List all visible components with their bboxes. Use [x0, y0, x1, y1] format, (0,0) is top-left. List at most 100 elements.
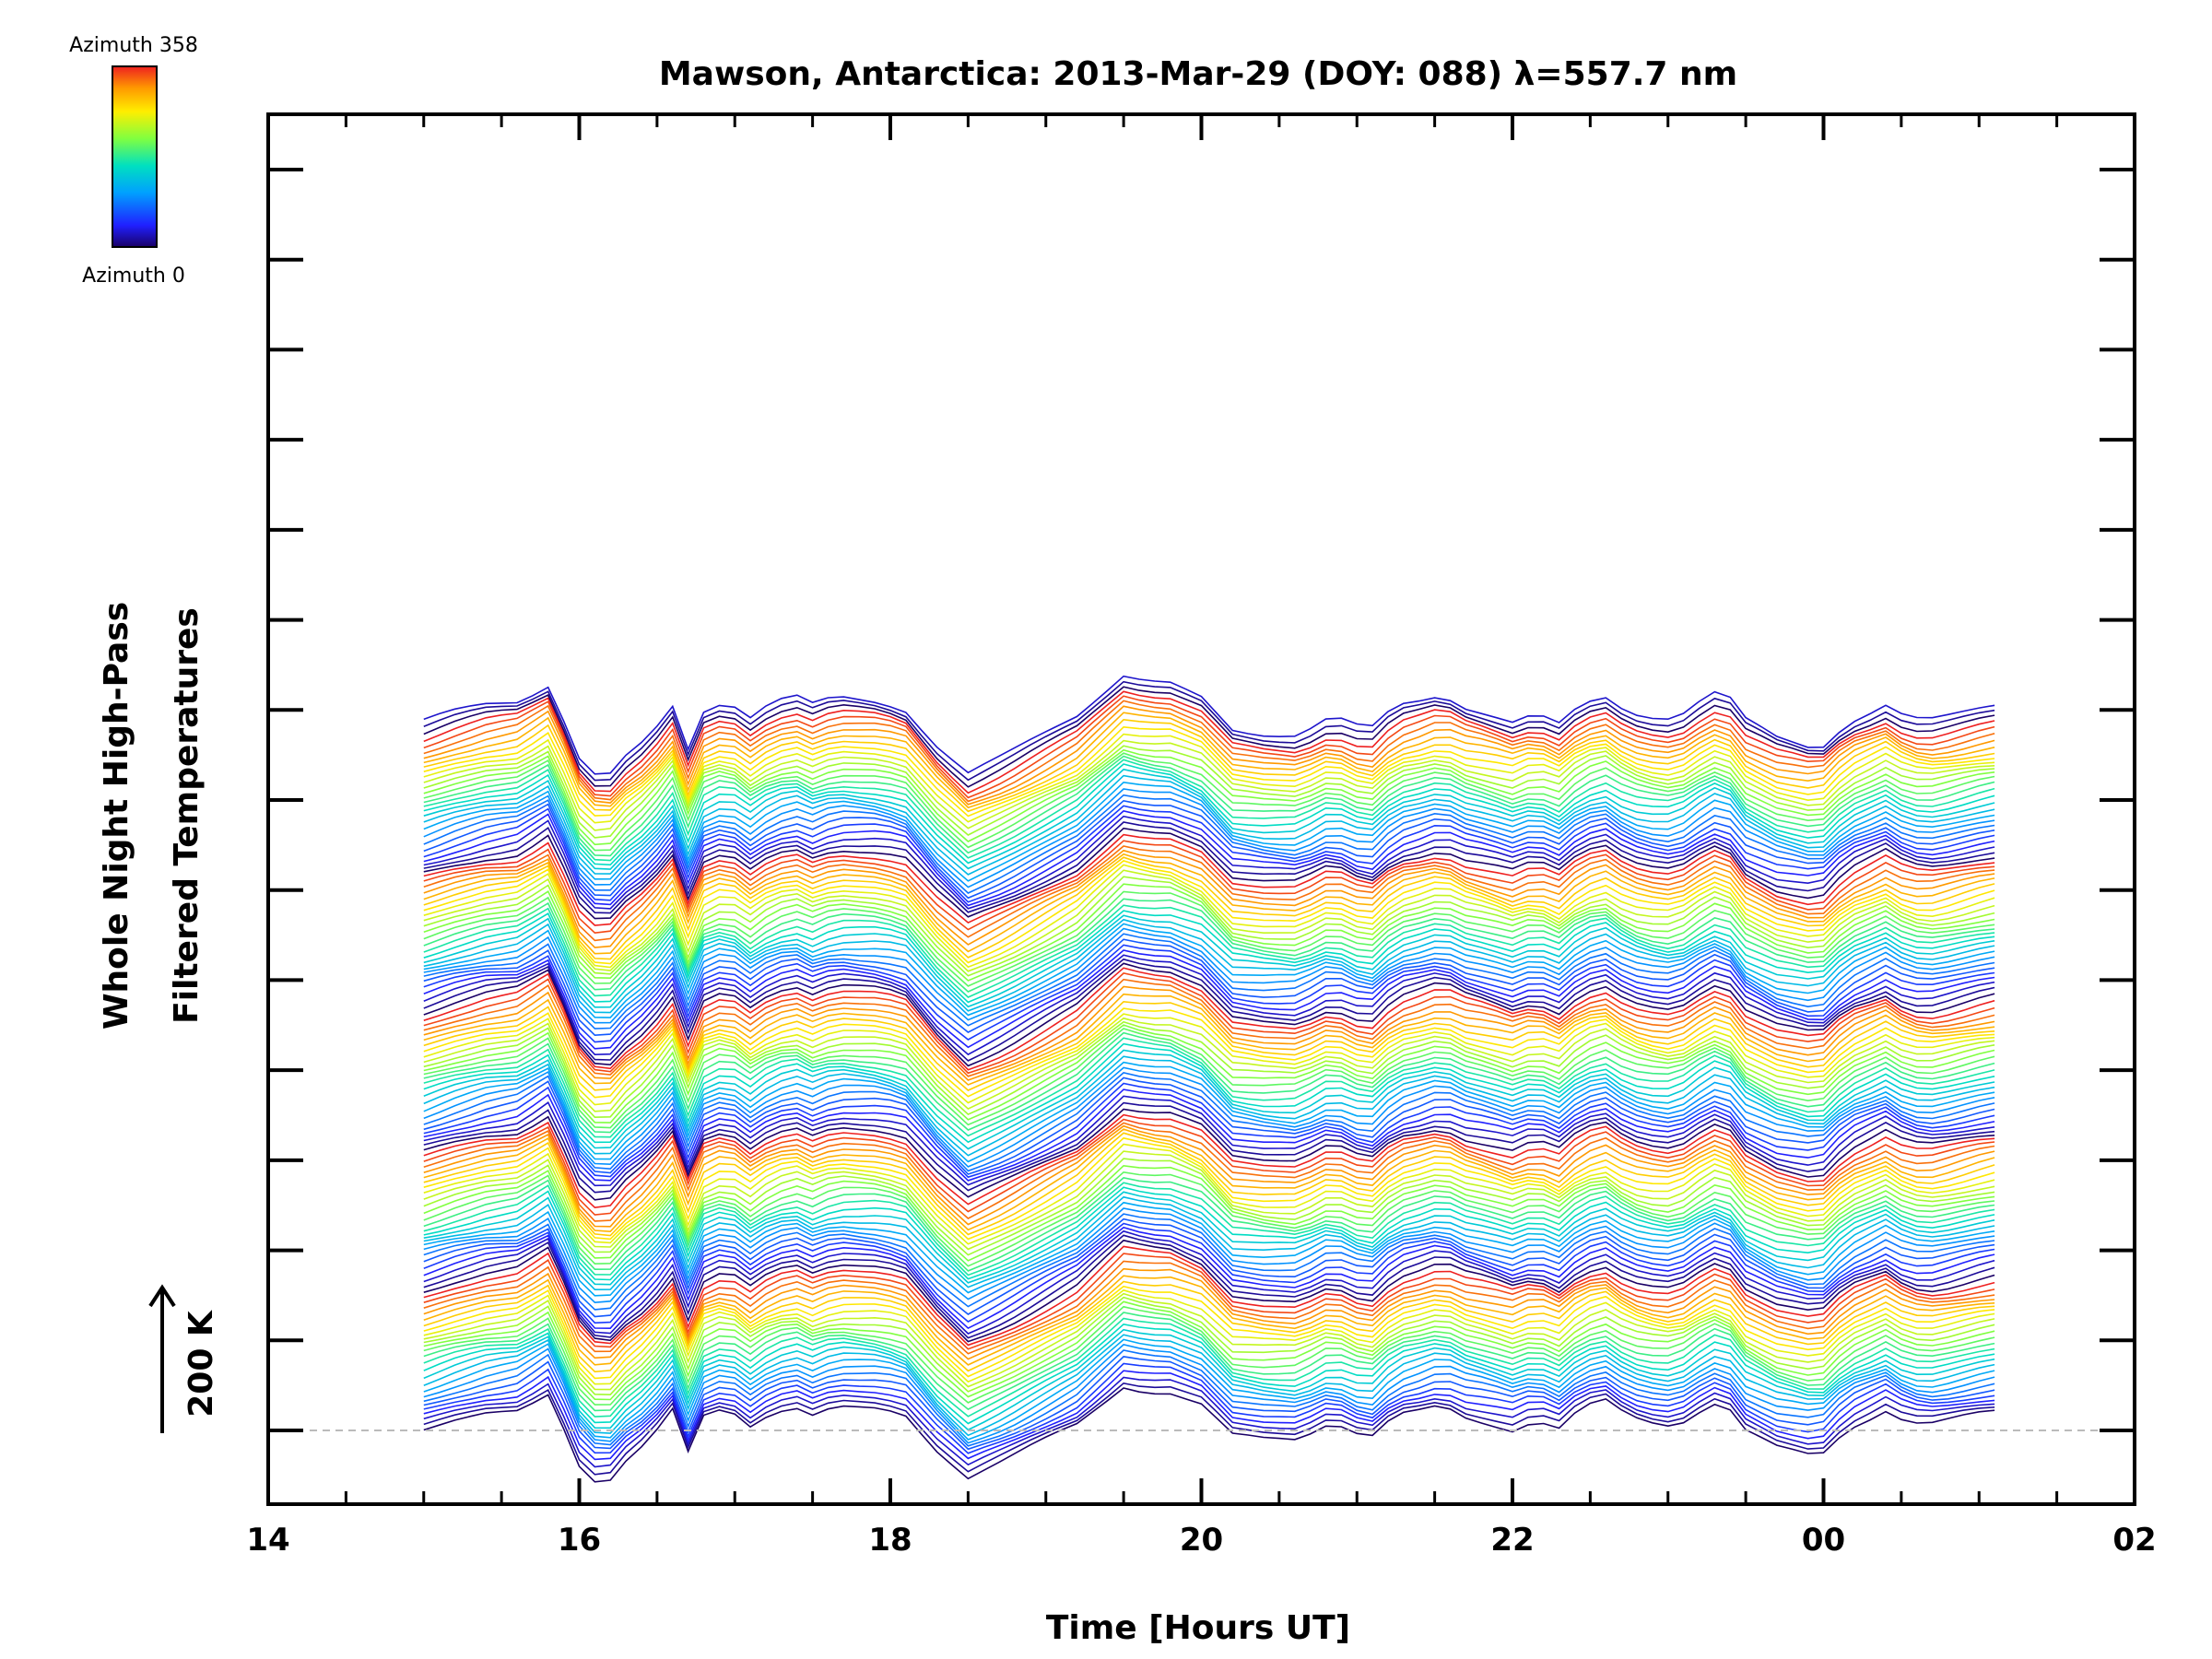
trace-line: [423, 1061, 1995, 1163]
scale-bar: 200 K: [148, 1284, 220, 1433]
trace-line: [423, 954, 1995, 1056]
trace-line: [423, 883, 1995, 982]
trace-line: [423, 788, 1995, 888]
axis-ticks: 14 16 18 20 22 00 02: [246, 114, 2157, 1559]
trace-line: [423, 1370, 1995, 1461]
trace-line: [423, 1177, 1995, 1272]
trace-line: [423, 1275, 1995, 1366]
trace-line: [423, 840, 1995, 935]
trace-line: [423, 978, 1995, 1077]
trace-line: [423, 1292, 1995, 1391]
trace-line: [423, 967, 1995, 1071]
trace-line: [423, 1066, 1995, 1168]
trace-line: [423, 680, 1995, 782]
scale-bar-arrowhead: [148, 1284, 176, 1308]
trace-line: [423, 1285, 1995, 1380]
trace-line: [423, 739, 1995, 831]
trace-line: [423, 725, 1995, 818]
trace-line: [423, 675, 1995, 775]
trace-line: [423, 845, 1995, 942]
colorbar-gradient: [112, 65, 158, 248]
trace-line: [423, 1226, 1995, 1330]
trace-line: [423, 833, 1995, 926]
trace-line: [423, 1338, 1995, 1441]
trace-line: [423, 1328, 1995, 1431]
trace-line: [423, 890, 1995, 987]
trace-line: [423, 810, 1995, 907]
trace-line: [423, 1017, 1995, 1112]
trace-line: [423, 794, 1995, 894]
trace-line: [423, 904, 1995, 998]
trace-line: [423, 700, 1995, 803]
trace-line: [423, 718, 1995, 813]
trace-line: [423, 1158, 1995, 1256]
trace-line: [423, 856, 1995, 960]
trace-line: [423, 1113, 1995, 1209]
trace-line: [423, 985, 1995, 1081]
x-tick-label: 02: [2112, 1522, 2156, 1559]
trace-line: [423, 1222, 1995, 1324]
trace-line: [423, 938, 1995, 1037]
trace-line: [423, 1132, 1995, 1237]
trace-line: [423, 1164, 1995, 1262]
y-axis-label-line2: Filtered Temperatures: [168, 607, 206, 1024]
trace-line: [423, 923, 1995, 1018]
trace-line: [423, 898, 1995, 993]
trace-line: [423, 1234, 1995, 1339]
trace-line: [423, 695, 1995, 799]
trace-line: [423, 1088, 1995, 1182]
trace-line: [423, 1028, 1995, 1129]
colorbar-label-bottom: Azimuth 0: [82, 265, 185, 288]
trace-line: [423, 1260, 1995, 1355]
trace-line: [423, 1387, 1995, 1483]
trace-line: [423, 1042, 1995, 1144]
trace-line: [423, 1143, 1995, 1245]
trace-line: [423, 1182, 1995, 1277]
trace-line: [423, 1191, 1995, 1286]
scale-bar-label: 200 K: [182, 1310, 220, 1418]
trace-line: [423, 949, 1995, 1050]
trace-line: [423, 1000, 1995, 1091]
trace-line: [423, 1128, 1995, 1233]
trace-line: [423, 1101, 1995, 1194]
trace-line: [423, 799, 1995, 900]
trace-line: [423, 993, 1995, 1086]
trace-line: [423, 781, 1995, 882]
trace-line: [423, 1024, 1995, 1124]
trace-line: [423, 1150, 1995, 1251]
trace-line: [423, 1031, 1995, 1134]
trace-line: [423, 1082, 1995, 1179]
trace-line: [423, 958, 1995, 1062]
trace-line: [423, 1218, 1995, 1318]
trace-line: [423, 827, 1995, 920]
trace-line: [423, 1171, 1995, 1267]
trace-line: [423, 1072, 1995, 1172]
trace-line: [423, 849, 1995, 948]
trace-group: [423, 675, 1995, 1483]
trace-line: [423, 815, 1995, 910]
trace-line: [423, 768, 1995, 870]
trace-line: [423, 1296, 1995, 1396]
trace-line: [423, 1122, 1995, 1222]
trace-line: [423, 1382, 1995, 1476]
trace-line: [423, 1020, 1995, 1119]
x-tick-label: 16: [558, 1522, 601, 1559]
trace-line: [423, 1245, 1995, 1347]
trace-line: [423, 1108, 1995, 1201]
trace-line: [423, 821, 1995, 914]
trace-line: [423, 1288, 1995, 1385]
trace-line: [423, 853, 1995, 955]
trace-line: [423, 712, 1995, 809]
trace-line: [423, 1201, 1995, 1297]
chart-title: Mawson, Antarctica: 2013-Mar-29 (DOY: 08…: [659, 55, 1737, 93]
x-axis-label: Time [Hours UT]: [1046, 1609, 1350, 1647]
trace-line: [423, 805, 1995, 903]
trace-line: [423, 1280, 1995, 1373]
trace-line: [423, 686, 1995, 788]
trace-line: [423, 927, 1995, 1024]
trace-line: [423, 1362, 1995, 1454]
trace-line: [423, 944, 1995, 1043]
trace-line: [423, 1253, 1995, 1350]
trace-line: [423, 1312, 1995, 1412]
